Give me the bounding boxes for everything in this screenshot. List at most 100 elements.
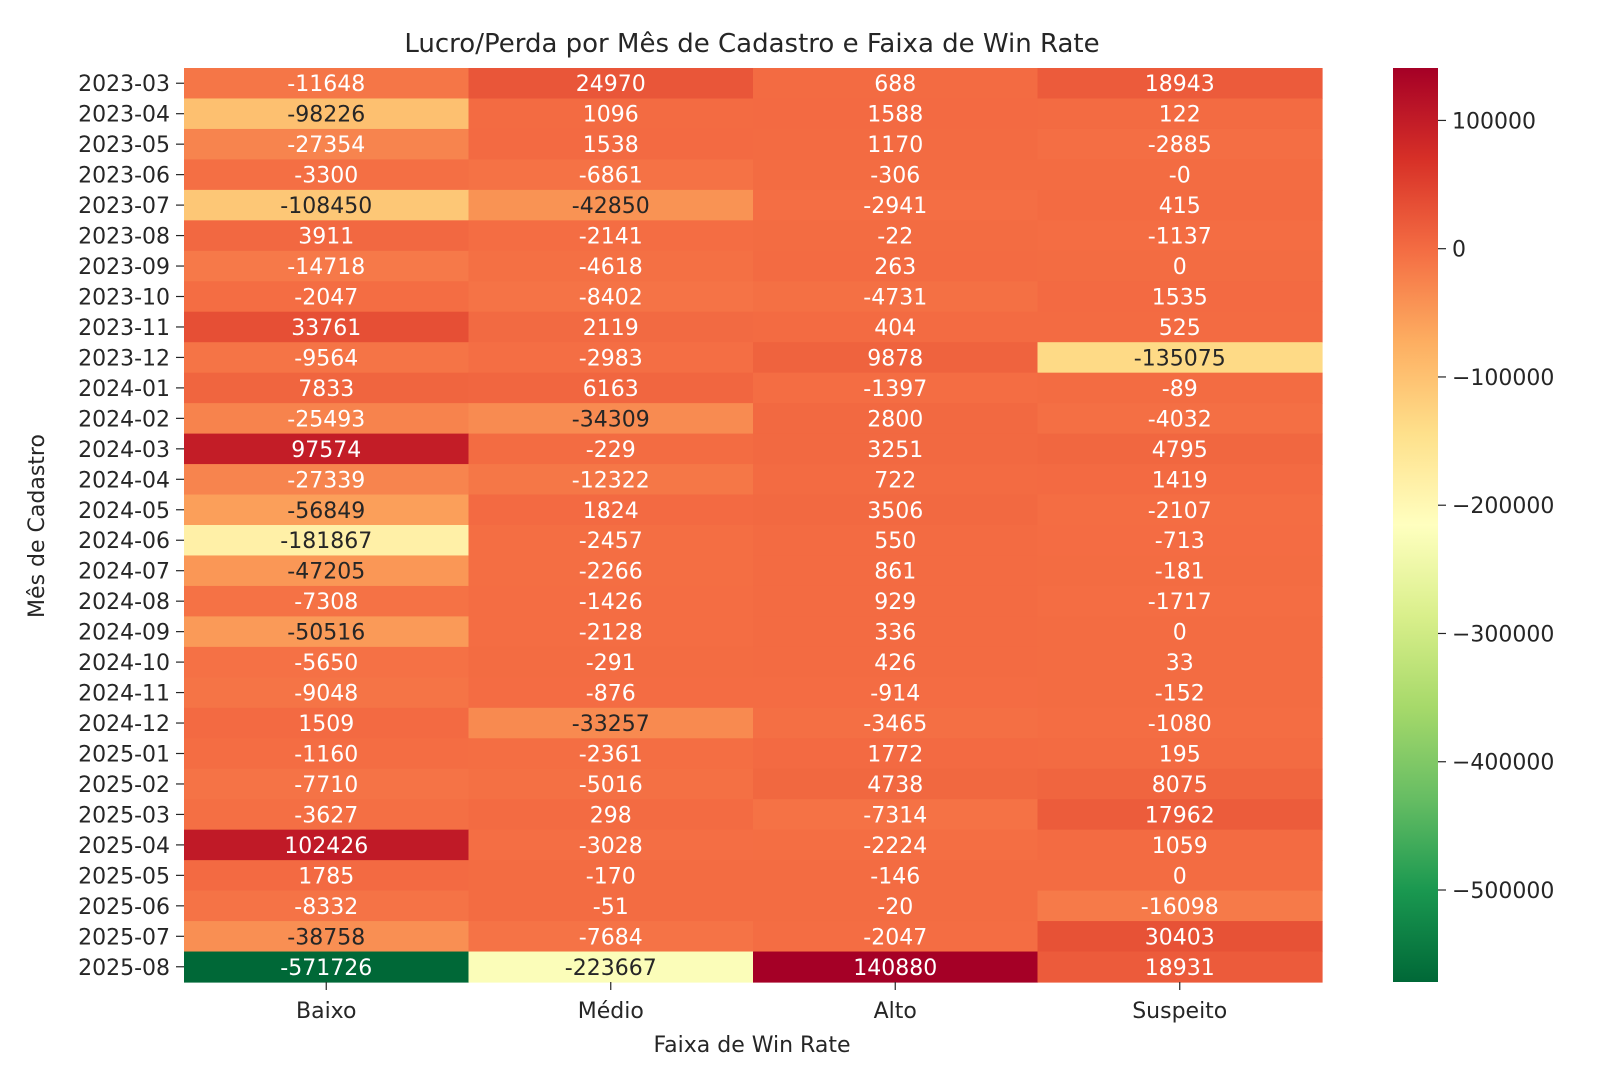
cell-label: 122	[1159, 103, 1201, 128]
cell-label: -7684	[579, 925, 643, 950]
heatmap-cell	[1037, 525, 1323, 557]
heatmap-cell	[184, 707, 470, 739]
heatmap-cell	[753, 403, 1039, 435]
heatmap-cell	[753, 494, 1039, 526]
heatmap-cell	[1037, 951, 1323, 983]
heatmap-cell	[1037, 890, 1323, 922]
cell-label: -6861	[579, 164, 643, 189]
cell-label: -306	[870, 164, 920, 189]
heatmap-cell	[184, 128, 470, 160]
heatmap-cell	[184, 890, 470, 922]
heatmap-cell	[184, 281, 470, 313]
cell-label: -2941	[863, 194, 927, 219]
cell-label: -181867	[280, 529, 372, 554]
heatmap-cell	[753, 342, 1039, 374]
x-tick-label: Alto	[874, 999, 917, 1024]
cell-label: -571726	[280, 956, 372, 981]
cell-label: -2457	[579, 529, 643, 554]
colorbar-tick-label: −400000	[1452, 751, 1554, 776]
cell-label: 97574	[291, 438, 361, 463]
y-tick-label: 2023-07	[78, 194, 170, 219]
heatmap-cell	[468, 799, 754, 831]
cell-label: -4731	[863, 286, 927, 311]
heatmap-cell	[184, 646, 470, 678]
cell-label: -14718	[287, 255, 365, 280]
heatmap-cell	[184, 616, 470, 648]
cell-label: -3300	[294, 164, 358, 189]
heatmap-cell	[753, 433, 1039, 465]
heatmap-cell	[1037, 616, 1323, 648]
heatmap-cell	[468, 372, 754, 404]
heatmap-cells	[184, 68, 1323, 983]
heatmap-cell	[753, 128, 1039, 160]
heatmap-cell	[1037, 738, 1323, 770]
heatmap-cell	[1037, 372, 1323, 404]
cell-label: 550	[874, 529, 916, 554]
heatmap-cell	[468, 403, 754, 435]
cell-label: 1096	[583, 103, 639, 128]
heatmap-cell	[753, 159, 1039, 191]
heatmap-cell	[753, 951, 1039, 983]
y-tick-label: 2025-07	[78, 925, 170, 950]
cell-label: 140880	[853, 956, 937, 981]
cell-label: 1509	[298, 712, 354, 737]
y-tick-label: 2025-05	[78, 864, 170, 889]
cell-label: 18943	[1145, 72, 1215, 97]
chart-title: Lucro/Perda por Mês de Cadastro e Faixa …	[404, 29, 1099, 59]
heatmap-cell	[468, 677, 754, 709]
cell-label: -9048	[294, 682, 358, 707]
cell-label: 1824	[583, 499, 639, 524]
cell-label: -27354	[287, 133, 365, 158]
cell-label: -7308	[294, 590, 358, 615]
heatmap-cell	[468, 494, 754, 526]
cell-label: 33761	[291, 316, 361, 341]
y-tick-label: 2023-12	[78, 346, 170, 371]
heatmap-cell	[753, 189, 1039, 221]
heatmap-cell	[468, 68, 754, 100]
heatmap-cell	[1037, 342, 1323, 374]
heatmap-cell	[184, 494, 470, 526]
cell-label: 1785	[298, 864, 354, 889]
cell-label: -2141	[579, 225, 643, 250]
cell-label: -1080	[1148, 712, 1212, 737]
heatmap-cell	[184, 799, 470, 831]
heatmap-cell	[753, 464, 1039, 496]
cell-label: -0	[1169, 164, 1191, 189]
cell-label: -2047	[294, 286, 358, 311]
heatmap-cell	[184, 464, 470, 496]
y-tick-label: 2024-07	[78, 560, 170, 585]
heatmap-cell	[468, 128, 754, 160]
colorbar-tick-label: −200000	[1452, 494, 1554, 519]
heatmap-cell	[1037, 707, 1323, 739]
heatmap-cell	[753, 768, 1039, 800]
y-tick-label: 2023-11	[78, 316, 170, 341]
heatmap-cell	[1037, 921, 1323, 953]
heatmap-cell	[184, 555, 470, 587]
cell-label: -2107	[1148, 499, 1212, 524]
heatmap-cell	[468, 250, 754, 282]
colorbar	[1393, 68, 1438, 982]
cell-label: -876	[586, 682, 636, 707]
cell-label: -1397	[863, 377, 927, 402]
cell-label: 102426	[284, 834, 368, 859]
cell-label: 9878	[867, 346, 923, 371]
y-tick-label: 2025-03	[78, 803, 170, 828]
x-axis: Baixo Médio Alto Suspeito	[296, 982, 1227, 1024]
cell-label: -42850	[572, 194, 650, 219]
heatmap-cell	[468, 951, 754, 983]
y-tick-label: 2025-02	[78, 773, 170, 798]
cell-label: 1535	[1152, 286, 1208, 311]
heatmap-cell	[184, 829, 470, 861]
cell-label: -152	[1155, 682, 1205, 707]
heatmap-cell	[184, 433, 470, 465]
cell-label: 525	[1159, 316, 1201, 341]
cell-label: 861	[874, 560, 916, 585]
heatmap-cell	[1037, 128, 1323, 160]
cell-label: 2119	[583, 316, 639, 341]
colorbar-tick-label: −500000	[1452, 879, 1554, 904]
cell-label: -146	[870, 864, 920, 889]
cell-label: -223667	[565, 956, 657, 981]
cell-label: 2800	[867, 407, 923, 432]
cell-label: 722	[874, 468, 916, 493]
heatmap-cell	[1037, 433, 1323, 465]
